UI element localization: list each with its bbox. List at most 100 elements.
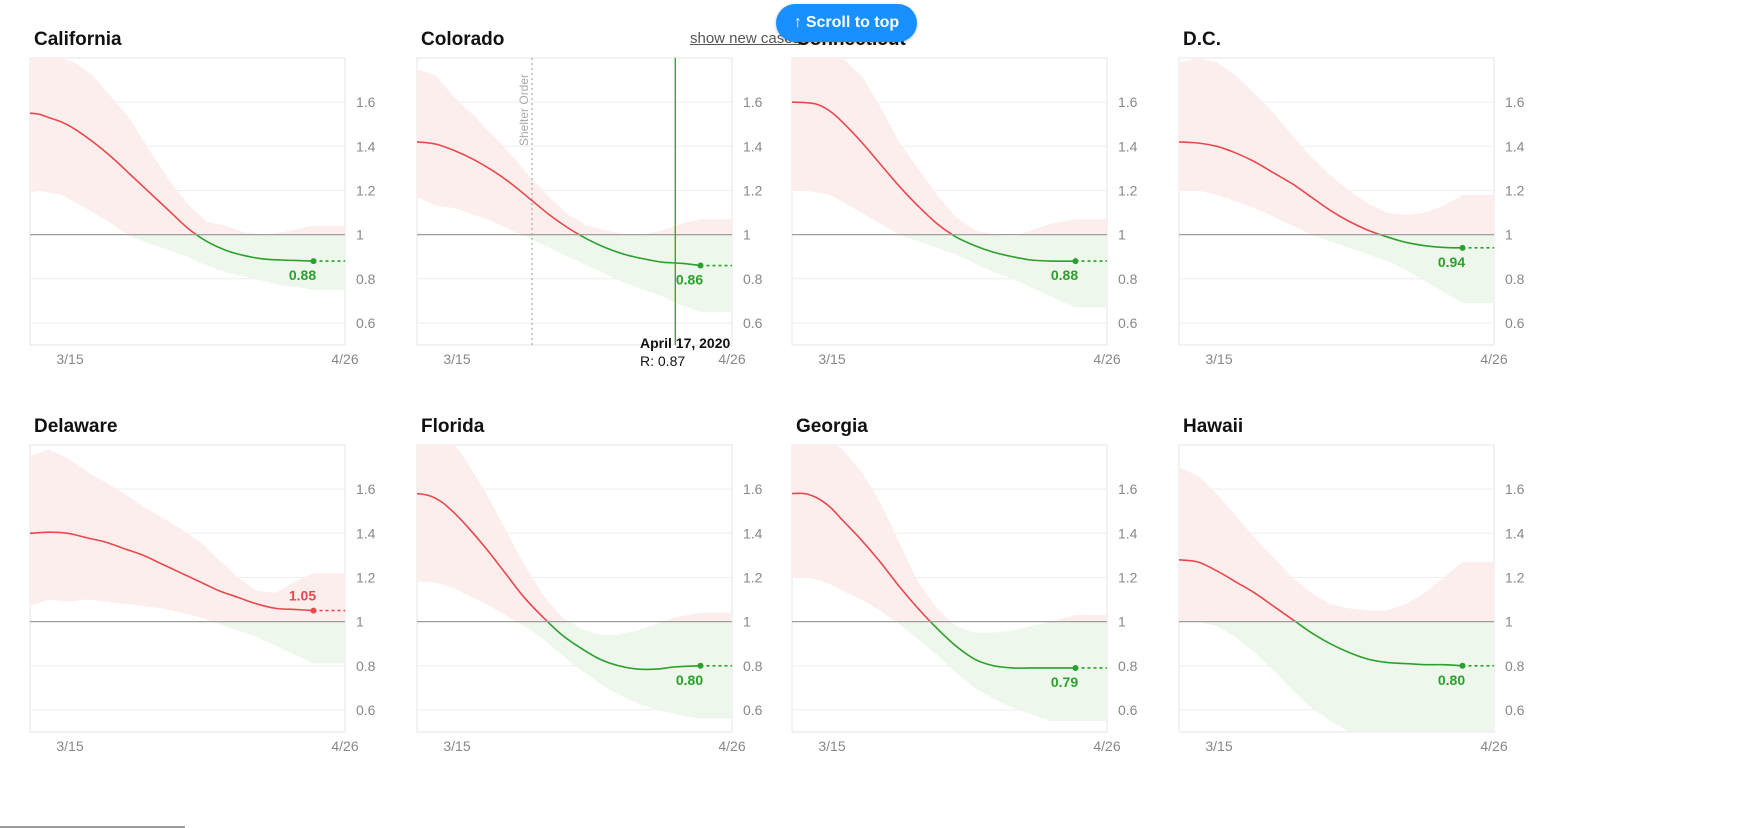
y-tick-label: 1 xyxy=(743,227,751,243)
horizontal-scrollbar[interactable] xyxy=(0,826,185,828)
show-new-cases-link[interactable]: show new cases xyxy=(690,30,801,47)
latest-point xyxy=(1072,258,1079,265)
y-tick-label: 1.4 xyxy=(356,525,376,541)
r-line-below-one xyxy=(194,234,314,262)
plot-area xyxy=(792,58,1107,308)
chart-title: D.C. xyxy=(1183,29,1221,50)
y-tick-label: 1.6 xyxy=(743,94,763,110)
r-chart-svg[interactable]: 0.6 0.8 1 1.2 1.4 1.6 3/15 4/26 0.88 xyxy=(762,0,1162,400)
latest-value-label: 0.80 xyxy=(676,672,703,688)
r-chart-svg[interactable]: 0.6 0.8 1 1.2 1.4 1.6 3/15 4/26 0.94 xyxy=(1149,0,1549,400)
r-line-above-one xyxy=(1179,141,1383,235)
y-tick-label: 1.6 xyxy=(356,481,376,497)
x-tick-label: 3/15 xyxy=(818,351,845,367)
y-tick-label: 0.6 xyxy=(1118,315,1138,331)
r-chart-svg[interactable]: 0.6 0.8 1 1.2 1.4 1.6 3/15 4/26 0.80 xyxy=(1149,387,1549,787)
y-tick-label: 1.6 xyxy=(1505,481,1525,497)
chart-title: Hawaii xyxy=(1183,416,1244,437)
x-tick-label: 4/26 xyxy=(718,351,745,367)
r-line-above-one xyxy=(417,141,581,235)
r-line-above-one xyxy=(417,492,549,622)
r-chart-svg[interactable]: 0.6 0.8 1 1.2 1.4 1.6 3/15 4/26 0.80 xyxy=(387,387,787,787)
x-tick-label: 4/26 xyxy=(331,738,358,754)
chart-panel: Connecticut0.60.811.21.41.63/154/260.88 xyxy=(762,0,1162,400)
latest-point xyxy=(1072,664,1079,671)
confidence-band-above xyxy=(417,69,732,235)
r-line-above-one xyxy=(1179,559,1297,622)
r-chart-svg[interactable]: 0.6 0.8 1 1.2 1.4 1.6 3/15 4/26 1.05 xyxy=(0,387,400,787)
confidence-band-above xyxy=(30,449,345,622)
chart-panel: California 0.6 0.8 1 1.2 1.4 1.6 3/15 4/26 0.88 xyxy=(0,0,400,400)
confidence-band-above xyxy=(30,58,345,235)
confidence-band-below xyxy=(1179,621,1494,732)
y-tick-label: 1 xyxy=(1118,614,1126,630)
y-tick-label: 0.6 xyxy=(1505,315,1525,331)
x-tick-label: 4/26 xyxy=(1093,738,1120,754)
y-tick-label: 1.6 xyxy=(1118,94,1138,110)
x-tick-label: 3/15 xyxy=(56,351,83,367)
chart-panel: Delaware 0.6 0.8 1 1.2 1.4 1.6 3/15 4/26 1.05 xyxy=(0,387,400,787)
y-tick-label: 1.4 xyxy=(356,138,376,154)
scroll-to-top-label: Scroll to top xyxy=(805,14,900,31)
above-one-group xyxy=(1179,467,1494,622)
below-one-group xyxy=(895,621,1107,721)
x-tick-label: 4/26 xyxy=(331,351,358,367)
y-tick-label: 1 xyxy=(1118,227,1126,243)
y-tick-label: 0.6 xyxy=(356,315,376,331)
confidence-band-below xyxy=(1311,234,1494,304)
r-line-above-one xyxy=(792,492,932,622)
y-tick-label: 1.2 xyxy=(356,569,376,585)
r-chart-svg[interactable]: 0.6 0.8 1 1.2 1.4 1.6 3/15 4/26 0.88 xyxy=(0,0,400,400)
chart-title: California xyxy=(34,29,122,50)
x-tick-label: 3/15 xyxy=(443,351,470,367)
y-tick-label: 0.8 xyxy=(1118,658,1138,674)
y-tick-label: 0.8 xyxy=(1505,658,1525,674)
y-tick-label: 1.6 xyxy=(743,481,763,497)
chart-title: Georgia xyxy=(796,416,868,437)
r-chart-svg[interactable]: 0.6 0.8 1 1.2 1.4 1.6 3/15 4/26 Shelter Order 0.8… xyxy=(387,0,787,400)
plot-area xyxy=(1179,58,1494,304)
latest-value-label: 1.05 xyxy=(289,588,316,604)
confidence-band-above xyxy=(417,445,732,622)
plot-area xyxy=(1179,467,1494,732)
y-tick-label: 1.2 xyxy=(743,569,763,585)
y-tick-label: 1.6 xyxy=(356,94,376,110)
chart-panel: Hawaii 0.6 0.8 1 1.2 1.4 1.6 3/15 4/26 0.80 xyxy=(1149,387,1549,787)
y-tick-label: 0.8 xyxy=(743,658,763,674)
below-one-group xyxy=(520,234,732,312)
above-one-group xyxy=(30,449,345,622)
y-tick-label: 0.6 xyxy=(743,702,763,718)
confidence-band-above xyxy=(792,58,1107,235)
y-tick-label: 0.6 xyxy=(356,702,376,718)
latest-point xyxy=(310,607,317,614)
y-tick-label: 0.8 xyxy=(1505,271,1525,287)
x-tick-label: 4/26 xyxy=(718,738,745,754)
x-tick-label: 4/26 xyxy=(1480,738,1507,754)
r-line-below-one xyxy=(546,621,701,671)
y-tick-label: 1 xyxy=(1505,614,1513,630)
y-tick-label: 0.8 xyxy=(356,271,376,287)
latest-point xyxy=(310,258,317,265)
above-one-group xyxy=(1179,58,1494,235)
r-line-above-one xyxy=(30,112,198,235)
confidence-band-below xyxy=(520,234,732,312)
scroll-to-top-button[interactable]: ↑ Scroll to top xyxy=(776,4,917,42)
latest-value-label: 0.88 xyxy=(1051,267,1078,283)
y-tick-label: 1.2 xyxy=(1505,569,1525,585)
y-tick-label: 1 xyxy=(743,614,751,630)
latest-value-label: 0.88 xyxy=(289,267,316,283)
confidence-band-above xyxy=(1179,58,1494,235)
y-tick-label: 1.2 xyxy=(743,182,763,198)
confidence-band-below xyxy=(899,234,1107,308)
x-tick-label: 4/26 xyxy=(1093,351,1120,367)
below-one-group xyxy=(899,234,1107,308)
y-tick-label: 1.4 xyxy=(743,138,763,154)
chart-title: Delaware xyxy=(34,416,118,437)
latest-value-label: 0.80 xyxy=(1438,672,1465,688)
r-line-above-one xyxy=(792,101,954,235)
y-tick-label: 1.2 xyxy=(1118,182,1138,198)
chart-panel: Colorado 0.6 0.8 1 1.2 1.4 1.6 3/15 4/26 Shelter … xyxy=(387,0,787,400)
confidence-band-above xyxy=(1179,467,1494,622)
r-chart-svg[interactable]: 0.6 0.8 1 1.2 1.4 1.6 3/15 4/26 0.79 xyxy=(762,387,1162,787)
